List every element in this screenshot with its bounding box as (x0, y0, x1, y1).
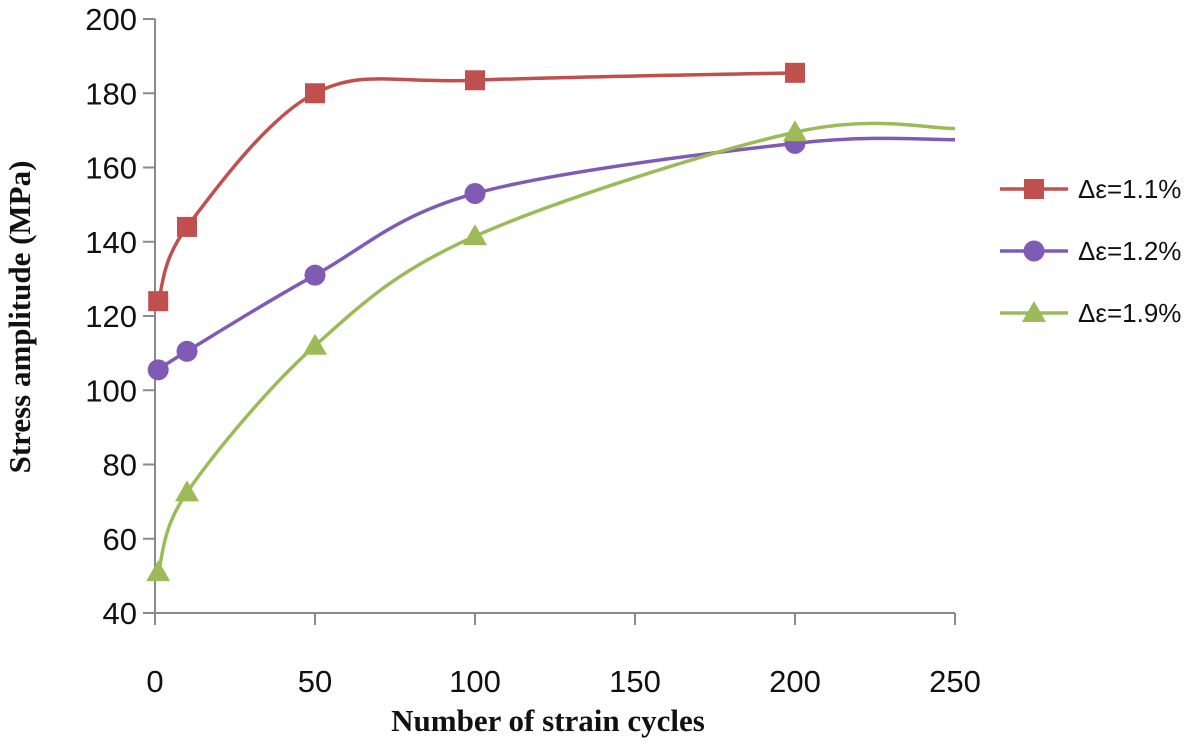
data-point (464, 182, 486, 204)
y-tick-label: 80 (103, 448, 137, 483)
data-point (304, 264, 326, 286)
data-point (785, 62, 805, 83)
data-point (147, 359, 169, 381)
series-3 (146, 120, 956, 582)
series-1 (148, 62, 805, 312)
series-layer (146, 62, 956, 582)
series-line (157, 136, 956, 372)
series-2 (147, 132, 956, 381)
legend-label: Δε=1.1% (1078, 174, 1181, 204)
legend-marker (1023, 240, 1045, 262)
y-axis-title: Stress amplitude (MPa) (2, 161, 37, 474)
x-tick-label: 0 (146, 664, 163, 699)
x-tick-label: 150 (609, 664, 661, 699)
legend-item-1: Δε=1.1% (1000, 174, 1181, 204)
y-tick-label: 140 (85, 225, 137, 260)
axes: 40 60 80 100 120 140 160 180 200 0 50 100 150 200 250 (85, 2, 981, 699)
data-point (176, 340, 198, 362)
y-tick-label: 120 (85, 299, 137, 334)
x-tick-label: 250 (929, 664, 981, 699)
data-point (465, 70, 485, 91)
legend-marker (1022, 301, 1046, 322)
legend-marker (1024, 179, 1044, 199)
data-point (305, 83, 325, 104)
y-tick-label: 40 (103, 596, 137, 631)
series-line (156, 121, 956, 573)
data-point (146, 560, 171, 582)
data-point (148, 291, 169, 312)
data-point (177, 216, 197, 237)
legend: Δε=1.1% Δε=1.2% Δε=1.9% (1000, 174, 1181, 328)
legend-item-2: Δε=1.2% (1000, 236, 1181, 266)
legend-label: Δε=1.2% (1078, 236, 1181, 266)
y-tick-label: 180 (85, 76, 137, 111)
data-point (463, 224, 487, 246)
x-axis-title: Number of strain cycles (391, 703, 705, 738)
y-tick-label: 160 (85, 151, 137, 186)
x-tick-label: 100 (449, 664, 501, 699)
y-tick-label: 100 (85, 373, 137, 408)
y-tick-label: 60 (103, 522, 137, 557)
data-point (783, 120, 807, 142)
legend-item-3: Δε=1.9% (1000, 298, 1181, 328)
x-tick-label: 200 (769, 664, 821, 699)
legend-label: Δε=1.9% (1078, 298, 1181, 328)
data-point (175, 480, 199, 502)
x-tick-label: 50 (298, 664, 332, 699)
y-tick-label: 200 (85, 2, 137, 37)
data-point (303, 333, 327, 355)
